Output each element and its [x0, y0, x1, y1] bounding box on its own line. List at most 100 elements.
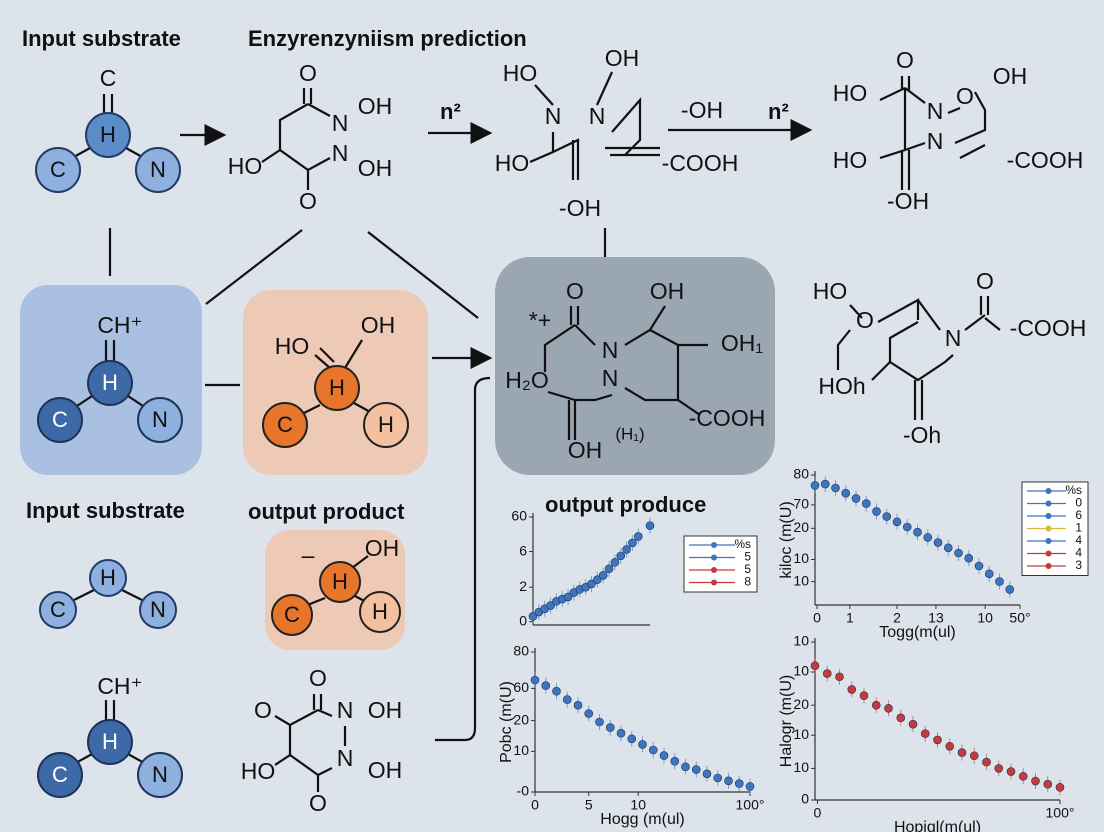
atom: OH: [568, 437, 603, 463]
atom: HO: [228, 153, 263, 179]
point: [638, 740, 647, 749]
point: [896, 713, 906, 723]
heading: Enzyrenzyniism prediction: [248, 26, 527, 51]
atom: N: [337, 745, 354, 771]
atom-node: [135, 147, 181, 193]
y-tick-label: 10: [793, 663, 809, 679]
atom: N: [545, 103, 562, 129]
atom: C: [50, 157, 66, 182]
point: [822, 669, 832, 678]
atom: OH: [361, 312, 396, 338]
arrow-label: -OH: [681, 97, 723, 123]
bond: [879, 76, 987, 190]
point: [964, 553, 974, 563]
point: [546, 601, 555, 610]
molecule: HO OH H C H: [262, 312, 409, 448]
atom: N: [332, 140, 349, 166]
atom: N: [945, 325, 962, 351]
atom: (H₁): [615, 424, 644, 443]
atom: -Oh: [903, 422, 941, 448]
y-tick-label: 20: [793, 519, 809, 535]
atom: HO: [241, 758, 276, 784]
atom-node: [359, 591, 401, 633]
molecule: *+ O OH N OH₁ H₂O N -COOH (H₁) OH: [505, 278, 765, 463]
legend-marker: [1045, 525, 1052, 532]
point: [913, 527, 922, 537]
atom: HO: [275, 333, 310, 359]
legend-label: 4: [1075, 533, 1082, 547]
point: [1006, 767, 1016, 776]
x-tick-label: 10: [630, 797, 646, 813]
molecule: HO O N O OH HO N -COOH -OH: [833, 47, 1084, 214]
atom: OH₁: [721, 330, 764, 356]
arrow-label: n²: [768, 99, 789, 124]
atom: O: [299, 60, 317, 86]
x-tick-label: 0: [531, 797, 539, 813]
atom: C: [277, 412, 293, 437]
atom: H: [329, 375, 345, 400]
legend-marker: [1045, 550, 1052, 557]
y-axis-label: Pobc (m(U): [498, 681, 515, 763]
point: [851, 494, 861, 503]
atom: HOh: [818, 373, 865, 399]
point: [859, 691, 869, 701]
point: [945, 741, 955, 751]
point: [563, 592, 573, 602]
point: [933, 538, 943, 547]
point: [528, 612, 538, 621]
atom: C: [52, 407, 68, 432]
y-tick-label: 10: [793, 633, 809, 649]
x-tick-label: 100°: [1046, 805, 1075, 821]
bond: [274, 694, 347, 792]
point: [810, 661, 820, 671]
legend-label: 4: [1075, 546, 1082, 560]
atom: –: [302, 542, 315, 568]
point: [530, 675, 540, 685]
y-tick-label: 10: [793, 759, 809, 775]
y-tick-label: 10: [793, 726, 809, 742]
point: [872, 507, 881, 516]
y-tick-label: 6: [519, 542, 527, 558]
molecule: C H C N: [35, 65, 181, 193]
atom-node: [363, 402, 409, 448]
atom: CH⁺: [97, 312, 142, 338]
atom: *+: [529, 307, 551, 333]
atom: O: [956, 83, 974, 109]
legend-label: %s: [734, 537, 751, 551]
point: [820, 479, 830, 489]
atom: N: [602, 365, 619, 391]
atom: C: [50, 597, 66, 622]
point: [745, 782, 755, 791]
point: [552, 686, 561, 696]
y-tick-label: 20: [513, 711, 529, 727]
point: [593, 575, 602, 584]
arrow-label: n²: [440, 99, 461, 124]
x-tick-label: 50°: [1009, 610, 1030, 626]
point: [902, 522, 912, 532]
point: [943, 543, 953, 553]
y-tick-label: 60: [513, 679, 529, 695]
atom: N: [152, 762, 168, 787]
point: [587, 579, 596, 589]
point: [892, 517, 902, 527]
molecule: CH⁺ H C N: [37, 673, 183, 798]
y-tick-label: 10: [793, 572, 809, 588]
atom: O: [896, 47, 914, 73]
point: [1055, 783, 1065, 792]
atom-node: [271, 594, 313, 636]
molecule: H C N: [39, 559, 177, 629]
atom-node: [87, 360, 133, 406]
point: [541, 681, 551, 690]
point: [724, 776, 733, 786]
atom: O: [566, 278, 584, 304]
legend-label: 5: [744, 550, 751, 564]
legend-marker: [1045, 563, 1052, 569]
molecule: CH⁺ H C N: [37, 312, 183, 443]
atom-node: [37, 397, 83, 443]
atom: H: [100, 122, 116, 147]
y-tick-label: 70: [793, 496, 809, 512]
point: [835, 672, 844, 682]
atom: OH: [368, 757, 403, 783]
heading: Input substrate: [22, 26, 181, 51]
atom: H: [332, 569, 348, 594]
